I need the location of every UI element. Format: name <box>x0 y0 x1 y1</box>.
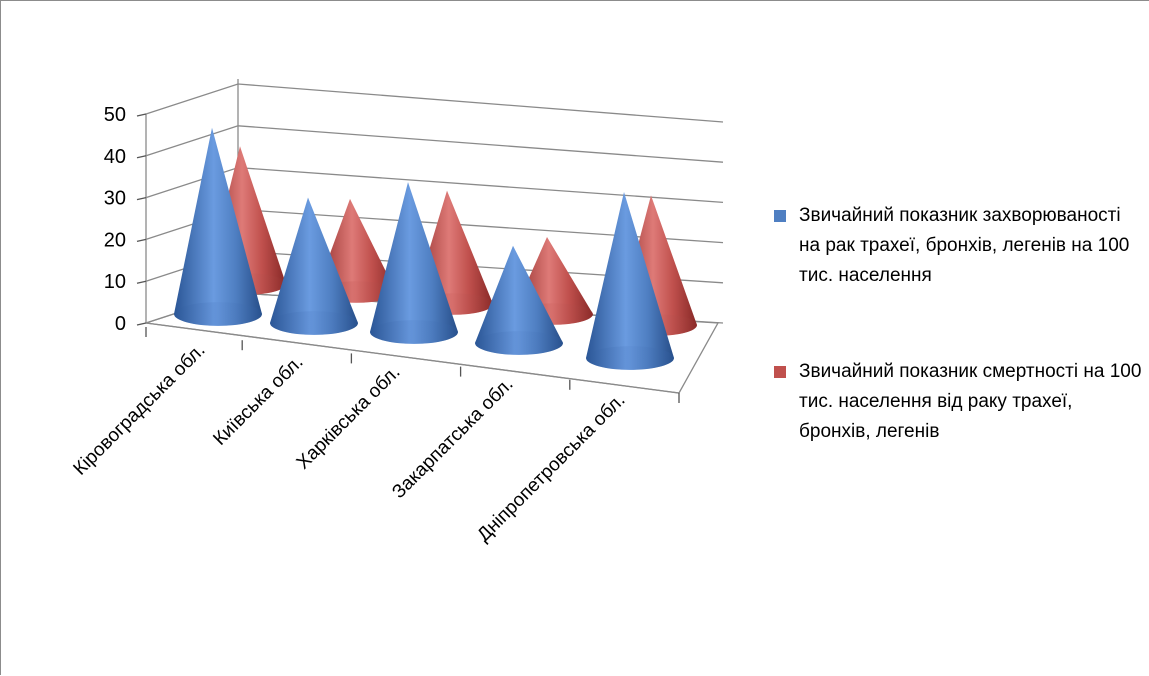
y-tick-mark <box>136 280 147 284</box>
cone-incidence-0-base <box>174 302 262 326</box>
legend-swatch-red <box>774 366 786 378</box>
legend-swatch-blue <box>774 210 786 222</box>
cone-incidence-2-base <box>370 320 458 344</box>
y-tick-mark <box>136 196 147 201</box>
category-label: Закарпатська обл. <box>388 374 517 503</box>
cone-incidence-3 <box>475 245 563 355</box>
cone-incidence-3-base <box>475 331 563 355</box>
x-axis-line <box>145 322 680 394</box>
legend-label-mortality: Звичайний показник смертності на 100 тис… <box>799 361 1142 442</box>
cone-incidence-2 <box>370 182 458 344</box>
gridline <box>145 83 724 123</box>
cone-incidence-1-body <box>270 197 358 335</box>
cone-incidence-4 <box>586 191 674 370</box>
y-tick-mark <box>136 238 147 243</box>
cone-incidence-1-base <box>270 311 358 335</box>
category-label: Київська обл. <box>209 352 307 450</box>
gridline <box>145 125 724 163</box>
cone-incidence-2-body <box>370 182 458 344</box>
y-tick-label: 30 <box>104 188 126 210</box>
cone-incidence-3-body <box>475 245 563 355</box>
legend-label-incidence: Звичайний показник захворюваності на рак… <box>799 205 1130 286</box>
y-tick-label: 0 <box>115 313 126 335</box>
y-tick-mark <box>136 155 147 159</box>
y-tick-label: 20 <box>104 229 126 251</box>
y-tick-mark <box>136 322 147 326</box>
cone-incidence-0 <box>174 127 262 326</box>
cone-incidence-4-body <box>586 191 674 370</box>
category-label: Дніпропетровська обл. <box>473 390 629 546</box>
y-tick-label: 50 <box>104 104 126 126</box>
cone-incidence-0-body <box>174 127 262 326</box>
y-tick-mark <box>136 113 147 117</box>
y-tick-label: 40 <box>104 146 126 168</box>
category-label: Кіровоградська обл. <box>70 340 210 480</box>
category-label: Харківська обл. <box>293 362 405 474</box>
cone-incidence-4-base <box>586 346 674 370</box>
cone-incidence-1 <box>270 197 358 335</box>
y-tick-label: 10 <box>104 271 126 293</box>
